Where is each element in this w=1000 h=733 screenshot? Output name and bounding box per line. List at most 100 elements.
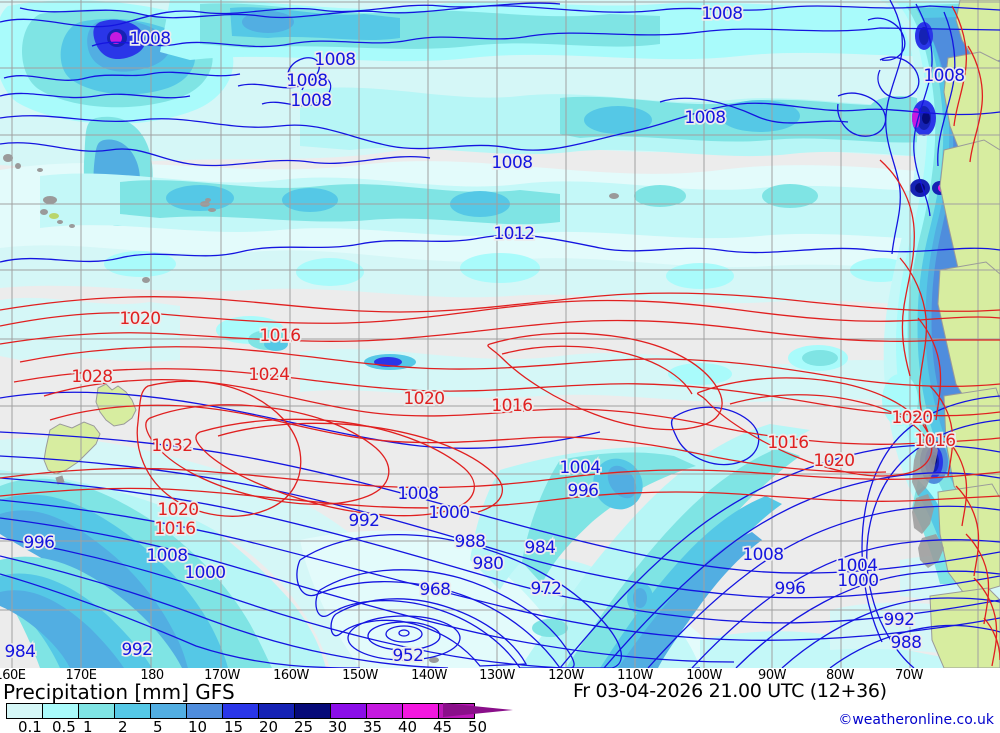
legend-swatch [367, 704, 403, 718]
lon-label: 120W [548, 668, 584, 683]
legend-swatch [259, 704, 295, 718]
legend-tick: 25 [294, 718, 314, 733]
isobar-label-halo: 1020 [813, 451, 854, 471]
isobar-label: 1008 [146, 546, 187, 566]
land-island [49, 213, 59, 219]
isobar-label: 1004 [559, 458, 600, 478]
isobar-label-halo: 1020 [157, 500, 198, 520]
precip-core [919, 27, 929, 45]
isobar-label-halo: 992 [349, 511, 380, 531]
isobar-label: 1004 [836, 556, 877, 576]
lon-label: 170W [204, 668, 240, 683]
precip-area [802, 350, 838, 366]
isobar-label-halo: 1020 [119, 309, 160, 329]
isobar-label: 1008 [684, 108, 725, 128]
isobar-label: 988 [455, 532, 486, 552]
isobars-low [0, 0, 1000, 668]
isobar-label-halo: 1008 [923, 66, 964, 86]
precip-area [668, 363, 732, 385]
legend-tick: 5 [153, 718, 163, 733]
precip-area [0, 297, 180, 362]
lon-label: 180 [140, 668, 164, 683]
isobar-label-halo: 1016 [914, 431, 955, 451]
lon-label: 170E [65, 668, 97, 683]
isobar-label: 1008 [701, 4, 742, 24]
isobar-label-halo: 1020 [891, 408, 932, 428]
lon-label: 70W [895, 668, 923, 683]
isobar-label-halo: 1008 [701, 4, 742, 24]
legend-swatch [7, 704, 43, 718]
legend-tick: 40 [398, 718, 418, 733]
isobar-label: 1028 [71, 367, 112, 387]
legend-tick-labels: 0.1 0.5 1 2 5 10 15 20 25 30 35 40 45 50 [0, 718, 1000, 733]
precip-core [915, 183, 925, 193]
legend-bar-area: 160E170E180170W160W150W140W130W120W110W1… [0, 668, 1000, 733]
isobar-label-halo: 996 [568, 481, 599, 501]
precip-area [762, 184, 818, 208]
isobar-label-halo: 996 [775, 579, 806, 599]
isobar-label-halo: 1000 [184, 563, 225, 583]
isobar-label: 968 [420, 580, 451, 600]
isobar-label-halo: 1016 [767, 433, 808, 453]
isobar-label-halo: 1008 [290, 91, 331, 111]
isobar-label: 1016 [491, 396, 532, 416]
isobar-label: 996 [568, 481, 599, 501]
legend-tick: 0.5 [52, 718, 76, 733]
precip-area [242, 11, 294, 33]
legend-swatch [295, 704, 331, 718]
isobar-labels: 1008100810081008100810081008100810081008… [3, 2, 967, 668]
isobar-label-halo: 980 [473, 554, 504, 574]
legend-swatch [331, 704, 367, 718]
isobar-label-halo: 1024 [248, 365, 289, 385]
isobar-label: 1020 [403, 389, 444, 409]
precip-core [110, 32, 122, 44]
land-layer [3, 0, 1000, 668]
isobar-label-halo: 1008 [742, 545, 783, 565]
isobar-label-halo: 1008 [286, 71, 327, 91]
land-island [69, 224, 75, 228]
isobar-label-halo: 1004 [559, 458, 600, 478]
legend-tick: 15 [224, 718, 244, 733]
isobar-label-halo: 996 [24, 533, 55, 553]
isobar-label: 992 [884, 610, 915, 630]
legend-tick: 30 [328, 718, 348, 733]
land-island [208, 208, 216, 212]
isobar-label: 1020 [891, 408, 932, 428]
precip-area [666, 263, 734, 289]
isobar-label: 1024 [248, 365, 289, 385]
isobar-label-halo: 1000 [428, 503, 469, 523]
legend-overflow-arrow [443, 703, 513, 717]
legend-tick: 45 [433, 718, 453, 733]
legend-swatch [403, 704, 439, 718]
legend-swatch [187, 704, 223, 718]
isobar-label-halo: 1032 [151, 436, 192, 456]
legend-swatch [115, 704, 151, 718]
legend-tick: 50 [468, 718, 488, 733]
isobar-label-halo: 1008 [146, 546, 187, 566]
map-canvas[interactable]: 1008 1008 1008 1008 1008 1008 1008 1008 1008 1008… [0, 0, 1000, 668]
isobar-label-halo: 988 [455, 532, 486, 552]
precipitation-color-scale [6, 703, 475, 719]
isobar-label-halo: 1004 [836, 556, 877, 576]
isobar-label: 1008 [491, 153, 532, 173]
land-island [142, 277, 150, 283]
lon-label: 160E [0, 668, 26, 683]
isobar-label-halo: 988 [891, 633, 922, 653]
land-island [37, 168, 43, 172]
isobar-label: 1032 [151, 436, 192, 456]
isobar-label: 1016 [914, 431, 955, 451]
isobar-label-halo: 952 [393, 646, 424, 666]
isobar-label: 1020 [119, 309, 160, 329]
lon-label: 80W [826, 668, 854, 683]
land-island [40, 209, 48, 215]
land-island [43, 196, 57, 204]
precip-area [296, 258, 364, 286]
isobar-label-halo: 984 [5, 642, 36, 662]
legend-swatch [79, 704, 115, 718]
precip-core [922, 112, 930, 124]
precip-area [470, 446, 720, 590]
lon-label: 150W [342, 668, 378, 683]
longitude-axis: 160E 170E 180 170W 160W 150W 140W 130W 120W 110W 1… [0, 668, 1000, 684]
copyright-notice: ©weatheronline.co.uk [838, 712, 994, 728]
isobar-label-halo: 1016 [491, 396, 532, 416]
